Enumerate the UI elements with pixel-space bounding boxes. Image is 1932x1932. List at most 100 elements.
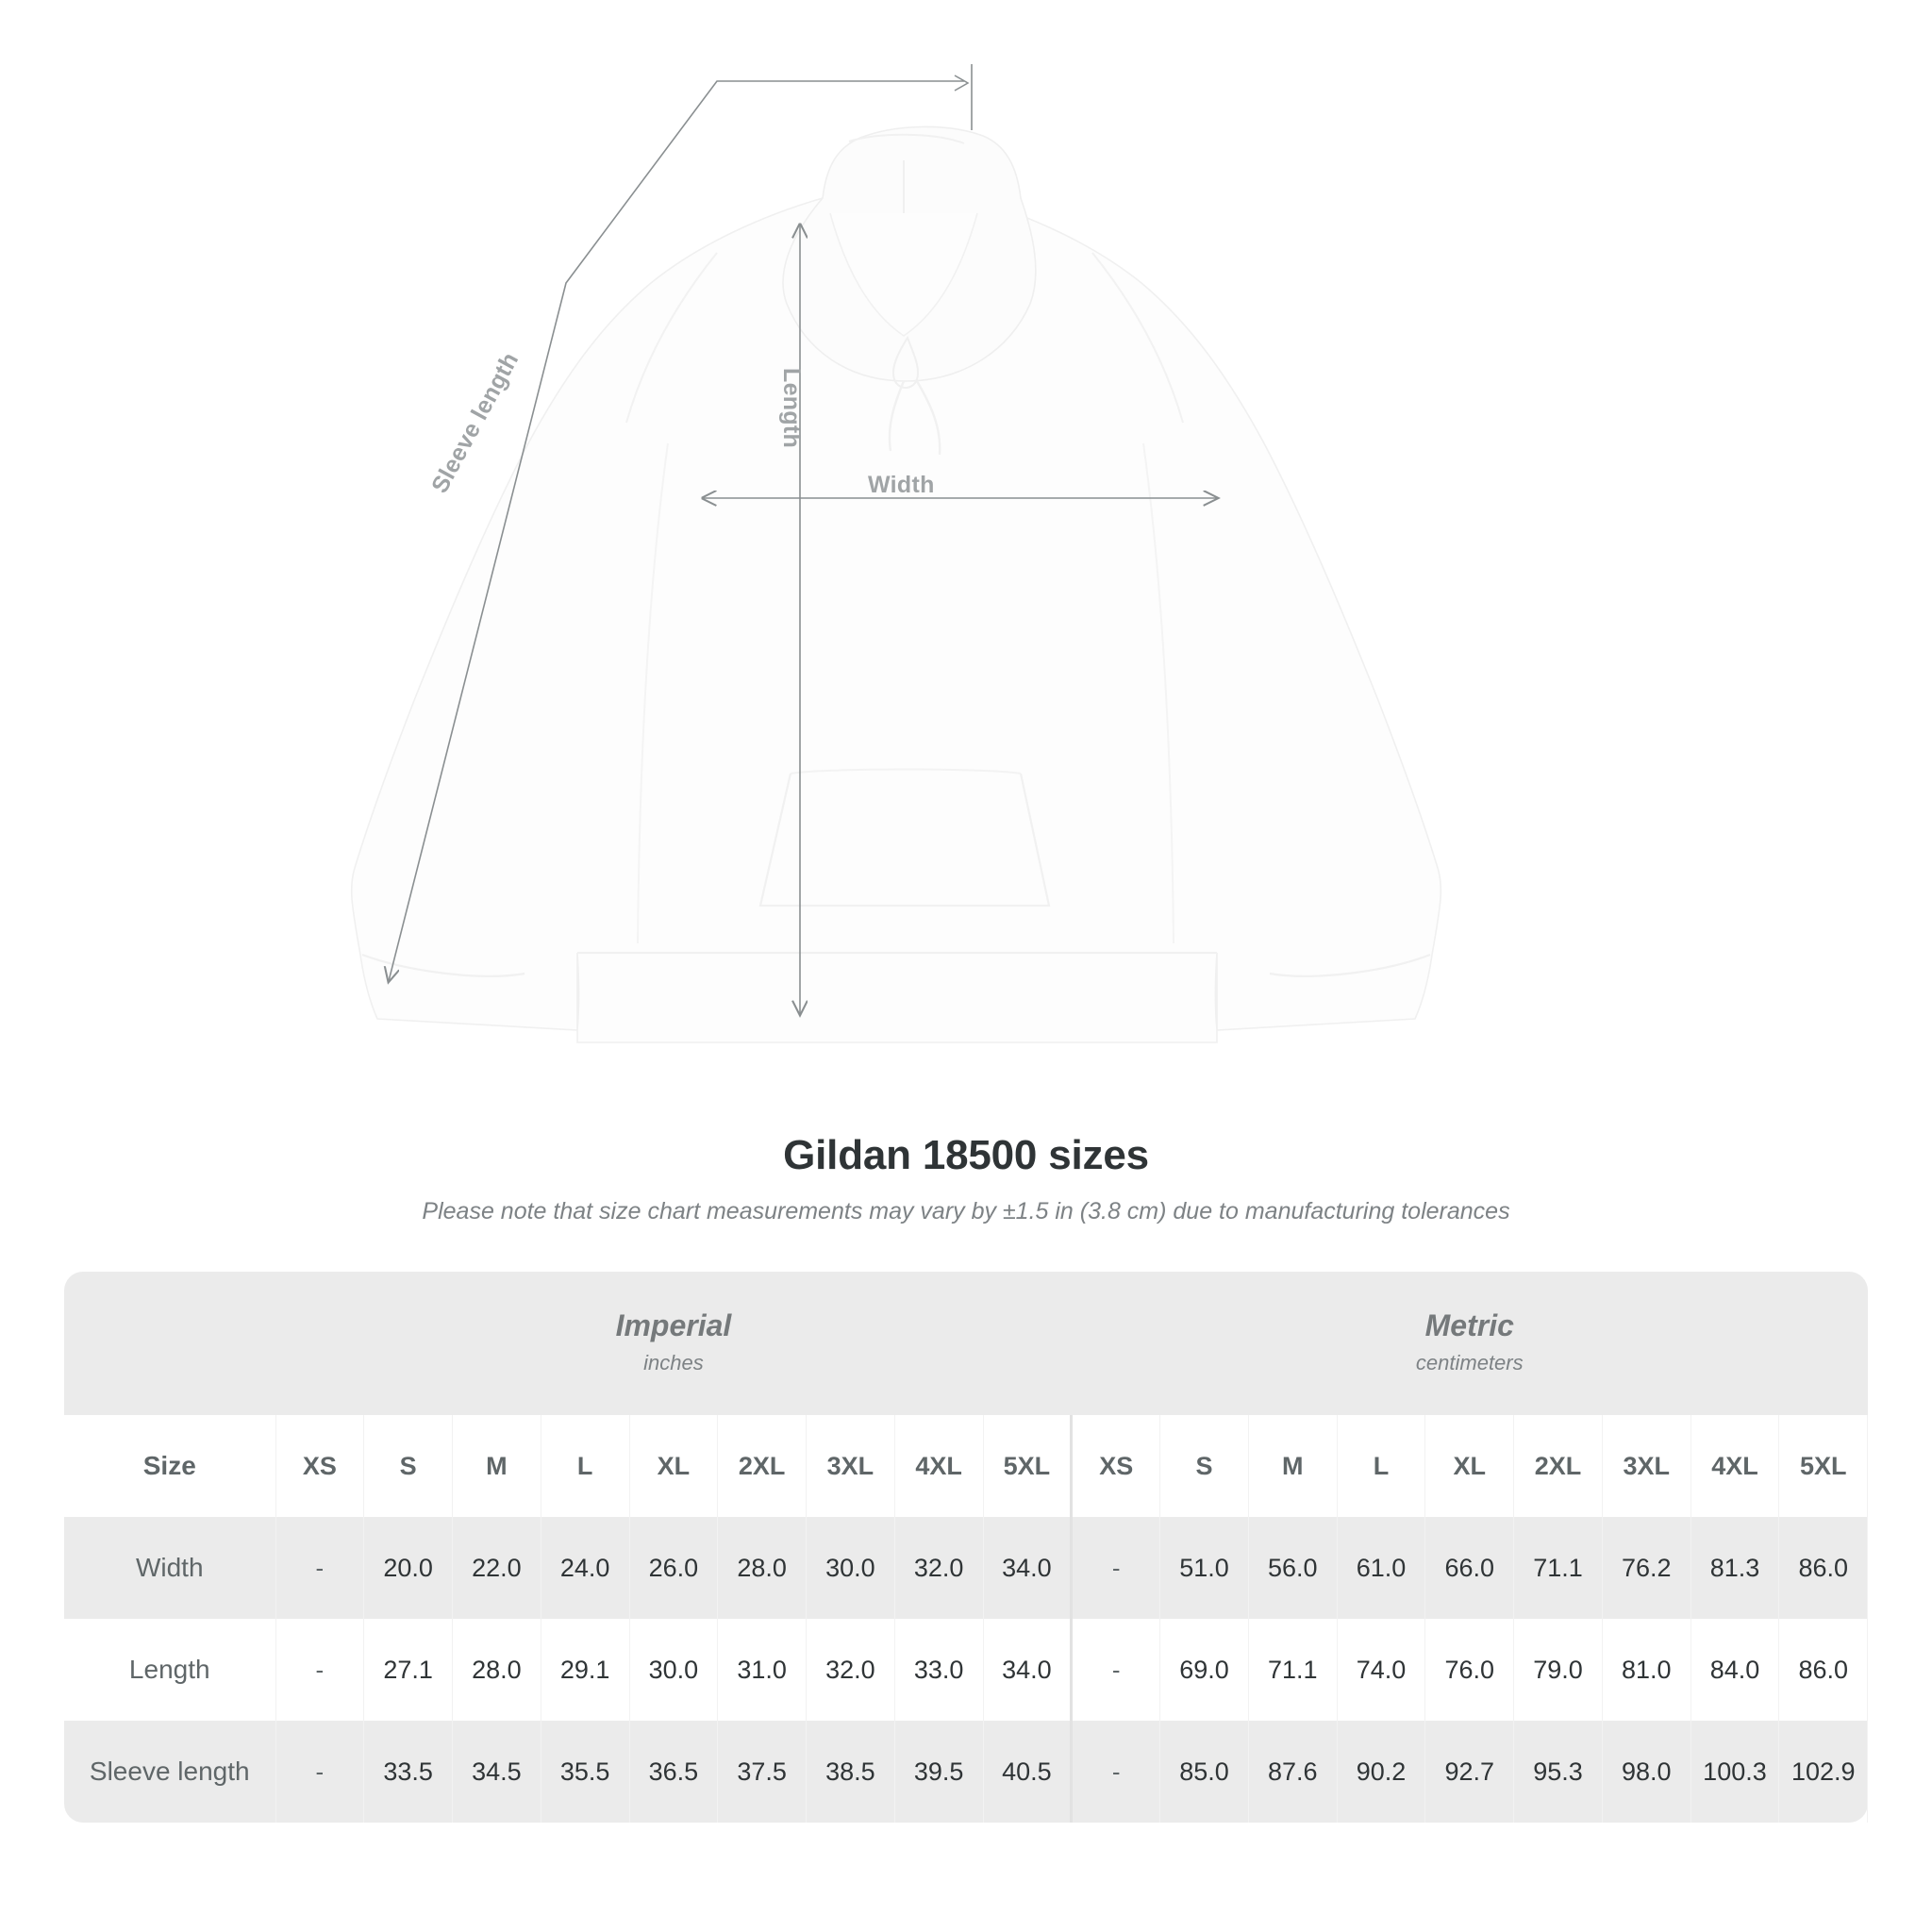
col-header-imperial-l: L <box>540 1415 630 1517</box>
cell-length-imperial-xl: 30.0 <box>628 1619 719 1721</box>
cell-width-metric-4xl: 81.3 <box>1690 1517 1780 1619</box>
cell-sleeve-metric-xl: 92.7 <box>1424 1721 1515 1823</box>
col-header-metric-s: S <box>1159 1415 1249 1517</box>
cell-sleeve-metric-l: 90.2 <box>1336 1721 1426 1823</box>
table-row: Width - 20.0 22.0 24.0 26.0 28.0 30.0 32… <box>64 1517 1869 1619</box>
cell-sleeve-imperial-m: 34.5 <box>452 1721 541 1823</box>
unit-header-spacer <box>64 1272 275 1415</box>
col-header-metric-m: M <box>1247 1415 1338 1517</box>
cell-length-metric-s: 69.0 <box>1159 1619 1249 1721</box>
cell-length-imperial-s: 27.1 <box>363 1619 453 1721</box>
col-header-metric-2xl: 2XL <box>1513 1415 1603 1517</box>
unit-group-imperial-sub: inches <box>643 1351 704 1374</box>
cell-length-imperial-l: 29.1 <box>540 1619 630 1721</box>
cell-sleeve-imperial-xl: 36.5 <box>628 1721 719 1823</box>
col-header-imperial-s: S <box>363 1415 453 1517</box>
cell-width-metric-xl: 66.0 <box>1424 1517 1515 1619</box>
col-header-imperial-5xl: 5XL <box>982 1415 1073 1517</box>
cell-width-metric-2xl: 71.1 <box>1513 1517 1603 1619</box>
cell-sleeve-metric-m: 87.6 <box>1247 1721 1338 1823</box>
cell-length-metric-xs: - <box>1070 1619 1161 1721</box>
cell-width-metric-m: 56.0 <box>1247 1517 1338 1619</box>
col-header-imperial-3xl: 3XL <box>806 1415 895 1517</box>
cell-length-metric-3xl: 81.0 <box>1601 1619 1691 1721</box>
unit-group-metric: Metric centimeters <box>1071 1272 1868 1415</box>
table-row: Sleeve length - 33.5 34.5 35.5 36.5 37.5… <box>64 1721 1869 1823</box>
cell-width-imperial-5xl: 34.0 <box>982 1517 1073 1619</box>
size-table: Imperial inches Metric centimeters Size … <box>64 1272 1869 1823</box>
cell-length-imperial-2xl: 31.0 <box>717 1619 807 1721</box>
cell-length-metric-4xl: 84.0 <box>1690 1619 1780 1721</box>
cell-length-imperial-xs: - <box>275 1619 365 1721</box>
unit-group-imperial-name: Imperial <box>615 1308 732 1343</box>
measurement-overlay <box>350 64 1442 1043</box>
cell-length-metric-xl: 76.0 <box>1424 1619 1515 1721</box>
col-header-metric-5xl: 5XL <box>1778 1415 1869 1517</box>
cell-sleeve-imperial-5xl: 40.5 <box>982 1721 1073 1823</box>
cell-width-imperial-3xl: 30.0 <box>806 1517 895 1619</box>
col-header-metric-l: L <box>1336 1415 1426 1517</box>
sleeve-length-path <box>389 80 964 981</box>
hoodie-illustration <box>350 125 1442 1043</box>
table-row: Length - 27.1 28.0 29.1 30.0 31.0 32.0 3… <box>64 1619 1869 1721</box>
cell-sleeve-metric-3xl: 98.0 <box>1601 1721 1691 1823</box>
size-table-wrapper: Imperial inches Metric centimeters Size … <box>64 1272 1869 1823</box>
cell-length-metric-l: 74.0 <box>1336 1619 1426 1721</box>
sleeve-length-label: Sleeve length <box>426 347 525 498</box>
cell-length-imperial-5xl: 34.0 <box>982 1619 1073 1721</box>
length-label: Length <box>778 368 805 449</box>
cell-sleeve-metric-s: 85.0 <box>1159 1721 1249 1823</box>
cell-sleeve-metric-xs: - <box>1070 1721 1161 1823</box>
unit-group-metric-sub: centimeters <box>1415 1351 1524 1374</box>
cell-sleeve-metric-4xl: 100.3 <box>1690 1721 1780 1823</box>
unit-group-header-row: Imperial inches Metric centimeters <box>64 1272 1868 1415</box>
cell-width-imperial-xs: - <box>275 1517 365 1619</box>
cell-length-metric-2xl: 79.0 <box>1513 1619 1603 1721</box>
width-label: Width <box>868 472 935 498</box>
row-label-length: Length <box>64 1619 276 1721</box>
col-header-imperial-2xl: 2XL <box>717 1415 807 1517</box>
cell-width-imperial-m: 22.0 <box>452 1517 541 1619</box>
cell-width-metric-s: 51.0 <box>1159 1517 1249 1619</box>
row-label-sleeve-length: Sleeve length <box>64 1721 276 1823</box>
col-header-metric-4xl: 4XL <box>1690 1415 1780 1517</box>
page-title: Gildan 18500 sizes <box>783 1132 1149 1178</box>
cell-sleeve-imperial-s: 33.5 <box>363 1721 453 1823</box>
unit-group-metric-name: Metric <box>1424 1308 1514 1343</box>
cell-width-imperial-xl: 26.0 <box>628 1517 719 1619</box>
cell-length-imperial-4xl: 33.0 <box>893 1619 984 1721</box>
col-header-imperial-m: M <box>452 1415 541 1517</box>
cell-width-metric-xs: - <box>1070 1517 1161 1619</box>
garment-diagram: Length Width Sleeve length <box>350 64 1442 1043</box>
size-header-label: Size <box>64 1415 276 1517</box>
size-header-row: Size XS S M L XL 2XL 3XL 4XL 5XL XS S M … <box>64 1415 1869 1517</box>
col-header-imperial-xs: XS <box>275 1415 365 1517</box>
cell-length-metric-m: 71.1 <box>1247 1619 1338 1721</box>
row-label-width: Width <box>64 1517 276 1619</box>
sleeve-top-arrowhead <box>954 75 970 92</box>
cell-width-metric-3xl: 76.2 <box>1601 1517 1691 1619</box>
cell-sleeve-imperial-xs: - <box>275 1721 365 1823</box>
cell-sleeve-imperial-4xl: 39.5 <box>893 1721 984 1823</box>
cell-width-imperial-4xl: 32.0 <box>893 1517 984 1619</box>
cell-sleeve-imperial-l: 35.5 <box>540 1721 630 1823</box>
cell-length-metric-5xl: 86.0 <box>1778 1619 1869 1721</box>
cell-width-imperial-s: 20.0 <box>363 1517 453 1619</box>
cell-width-imperial-l: 24.0 <box>540 1517 630 1619</box>
col-header-imperial-xl: XL <box>628 1415 719 1517</box>
cell-length-imperial-3xl: 32.0 <box>806 1619 895 1721</box>
cell-width-metric-5xl: 86.0 <box>1778 1517 1869 1619</box>
cell-sleeve-imperial-2xl: 37.5 <box>717 1721 807 1823</box>
cell-sleeve-imperial-3xl: 38.5 <box>806 1721 895 1823</box>
title-block: Gildan 18500 sizes Please note that size… <box>0 1132 1932 1225</box>
col-header-metric-xs: XS <box>1070 1415 1161 1517</box>
cell-sleeve-metric-2xl: 95.3 <box>1513 1721 1603 1823</box>
page-subtitle: Please note that size chart measurements… <box>422 1198 1510 1224</box>
unit-group-imperial: Imperial inches <box>275 1272 1072 1415</box>
cell-sleeve-metric-5xl: 102.9 <box>1778 1721 1869 1823</box>
cell-width-imperial-2xl: 28.0 <box>717 1517 807 1619</box>
col-header-metric-3xl: 3XL <box>1601 1415 1691 1517</box>
col-header-imperial-4xl: 4XL <box>893 1415 984 1517</box>
cell-width-metric-l: 61.0 <box>1336 1517 1426 1619</box>
